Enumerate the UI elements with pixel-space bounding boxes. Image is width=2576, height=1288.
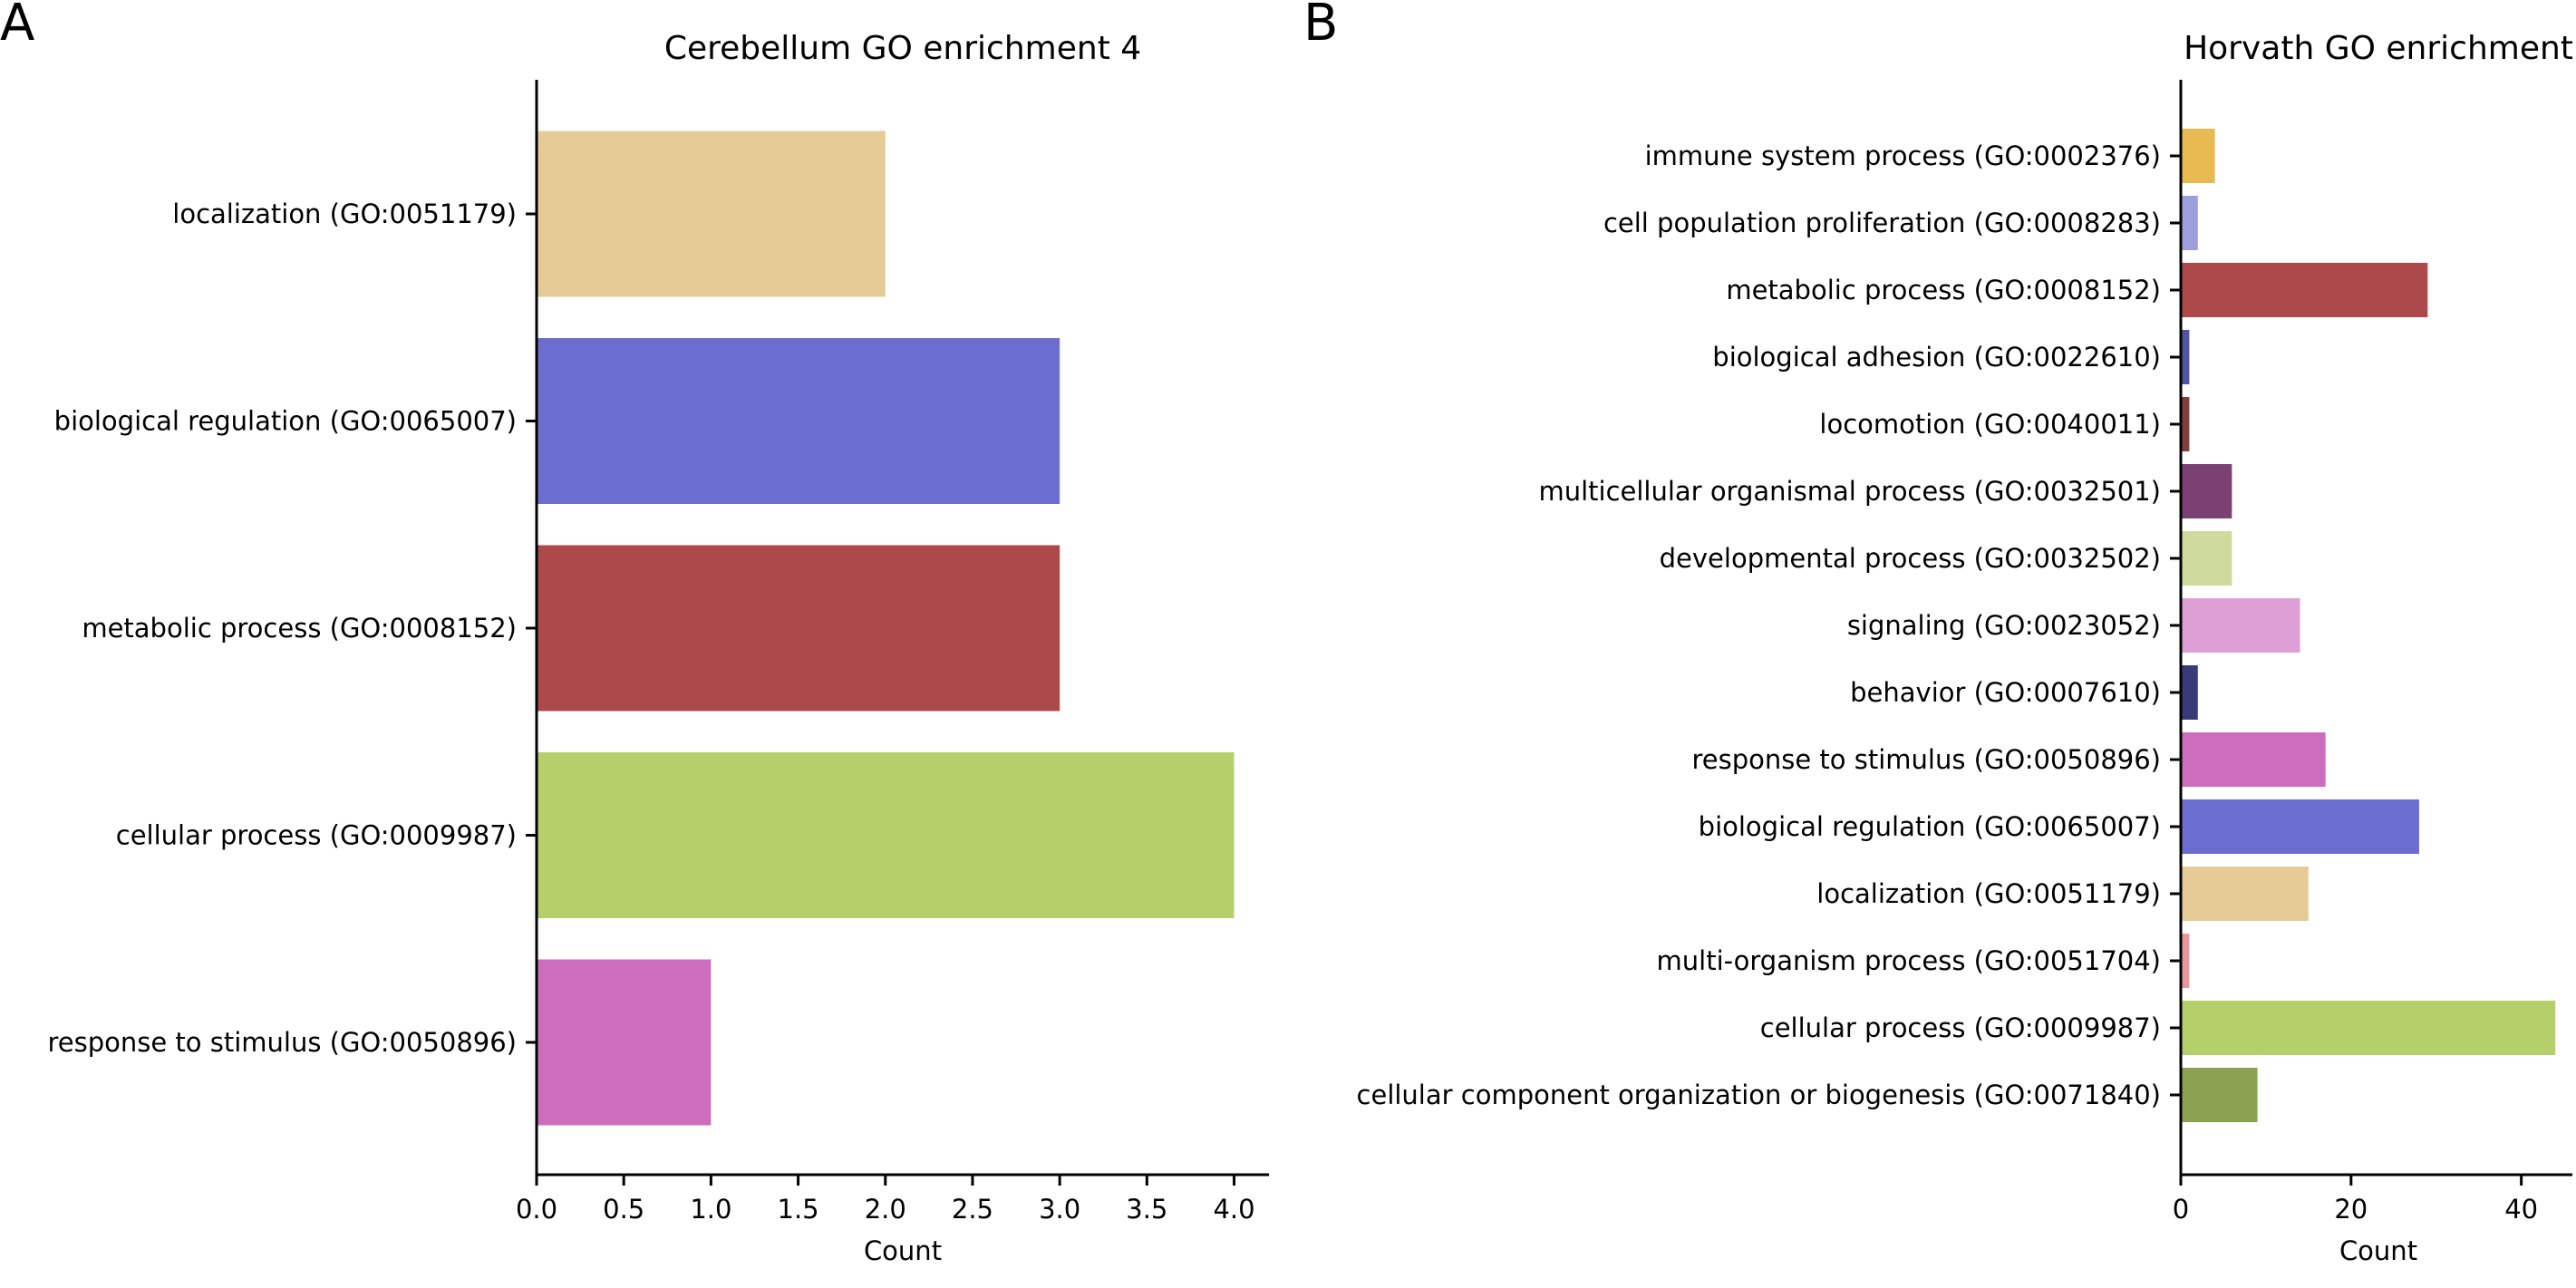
panel-a-x-ticks: 0.0 0.5 1.0 1.5 2.0 2.5 3.0 3.5 4.0: [516, 1175, 1255, 1225]
panel-b-bar: [2181, 330, 2190, 384]
panel-b-x-tick-label: 20: [2334, 1194, 2368, 1225]
panel-b-bar: [2181, 196, 2198, 250]
panel-a-y-tick-label: metabolic process (GO:0008152): [82, 613, 517, 644]
panel-b-bar: [2181, 598, 2300, 653]
panel-a-x-tick-label: 0.5: [603, 1194, 644, 1225]
panel-b-bars: [2181, 129, 2556, 1122]
panel-a-letter: A: [0, 0, 34, 53]
panel-b-x-tick-label: 40: [2504, 1194, 2538, 1225]
panel-a-bars: [537, 131, 1235, 1126]
panel-b-bar: [2181, 1068, 2258, 1122]
panel-a-x-tick-label: 0.0: [516, 1194, 557, 1225]
panel-b-x-axis-label: Count: [2339, 1235, 2417, 1266]
panel-a-y-tick-label: biological regulation (GO:0065007): [54, 406, 517, 437]
panel-a-y-tick-label: cellular process (GO:0009987): [116, 820, 517, 851]
panel-a-x-tick-label: 3.5: [1126, 1194, 1167, 1225]
panel-a-x-tick-label: 2.0: [865, 1194, 906, 1225]
panel-a-x-tick-label: 1.0: [690, 1194, 731, 1225]
panel-b-x-tick-label: 0: [2173, 1194, 2189, 1225]
panel-a-chart: A Cerebellum GO enrichment 4 localizatio…: [0, 0, 1269, 1266]
panel-a-x-tick-label: 1.5: [778, 1194, 819, 1225]
panel-b-bar: [2181, 263, 2428, 317]
panel-b-bar: [2181, 531, 2232, 586]
panel-b-y-tick-label: cell population proliferation (GO:000828…: [1603, 208, 2161, 238]
panel-b-bar: [2181, 1001, 2556, 1055]
panel-a-bar: [537, 131, 886, 297]
panel-b-y-tick-label: immune system process (GO:0002376): [1645, 140, 2161, 171]
panel-b-bar: [2181, 934, 2190, 988]
panel-a-x-axis-label: Count: [864, 1235, 942, 1266]
panel-b-y-tick-label: locomotion (GO:0040011): [1819, 409, 2161, 440]
panel-b-bar: [2181, 665, 2198, 720]
panel-b-title: Horvath GO enrichment: [2184, 30, 2573, 67]
panel-b-y-tick-label: developmental process (GO:0032502): [1660, 543, 2161, 574]
panel-b-bar: [2181, 397, 2190, 451]
panel-b-y-tick-label: cellular process (GO:0009987): [1760, 1012, 2161, 1043]
panel-b-letter: B: [1303, 0, 1338, 53]
panel-a-bar: [537, 752, 1235, 918]
panel-a-x-tick-label: 2.5: [952, 1194, 993, 1225]
panel-b-y-tick-label: signaling (GO:0023052): [1847, 610, 2161, 641]
panel-b-y-tick-label: localization (GO:0051179): [1816, 878, 2161, 909]
panel-b-y-tick-label: response to stimulus (GO:0050896): [1691, 744, 2161, 775]
panel-b-y-tick-label: biological adhesion (GO:0022610): [1712, 342, 2161, 373]
panel-a-bar: [537, 545, 1060, 712]
panel-b-bar: [2181, 464, 2232, 518]
panel-a-bar: [537, 338, 1060, 504]
panel-b-bar: [2181, 867, 2309, 921]
panel-a-y-tick-label: response to stimulus (GO:0050896): [47, 1027, 517, 1058]
panel-b-y-tick-label: behavior (GO:0007610): [1850, 677, 2161, 708]
panel-b-bar: [2181, 732, 2326, 787]
panel-a-y-ticks: localization (GO:0051179) biological regu…: [47, 199, 537, 1058]
panel-a-bar: [537, 959, 712, 1126]
panel-b-y-ticks: immune system process (GO:0002376) cell p…: [1357, 140, 2181, 1110]
panel-a-y-tick-label: localization (GO:0051179): [172, 199, 517, 229]
panel-b-x-ticks: 0 20 40: [2173, 1175, 2538, 1225]
panel-b-y-tick-label: cellular component organization or bioge…: [1357, 1080, 2161, 1110]
panel-a-title: Cerebellum GO enrichment 4: [664, 30, 1141, 67]
panel-b-y-tick-label: multi-organism process (GO:0051704): [1657, 945, 2161, 976]
panel-a-x-tick-label: 3.0: [1039, 1194, 1080, 1225]
panel-b-y-tick-label: metabolic process (GO:0008152): [1726, 275, 2161, 305]
panel-a-x-tick-label: 4.0: [1213, 1194, 1254, 1225]
panel-b-y-tick-label: multicellular organismal process (GO:003…: [1538, 476, 2161, 507]
panel-b-y-tick-label: biological regulation (GO:0065007): [1699, 811, 2161, 842]
panel-b-bar: [2181, 129, 2215, 183]
panel-b-bar: [2181, 799, 2419, 854]
panel-b-chart: B Horvath GO enrichment immune system pr…: [1303, 0, 2573, 1266]
